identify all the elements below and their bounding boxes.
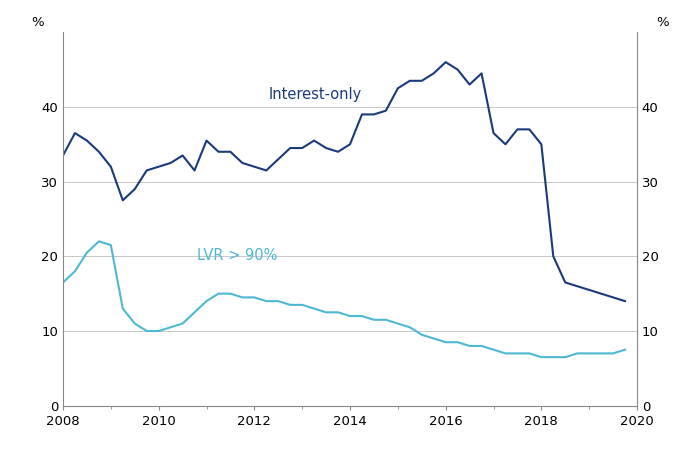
Text: %: % [32, 16, 44, 29]
Text: Interest-only: Interest-only [269, 88, 362, 102]
Text: %: % [656, 16, 668, 29]
Text: LVR > 90%: LVR > 90% [197, 248, 277, 263]
